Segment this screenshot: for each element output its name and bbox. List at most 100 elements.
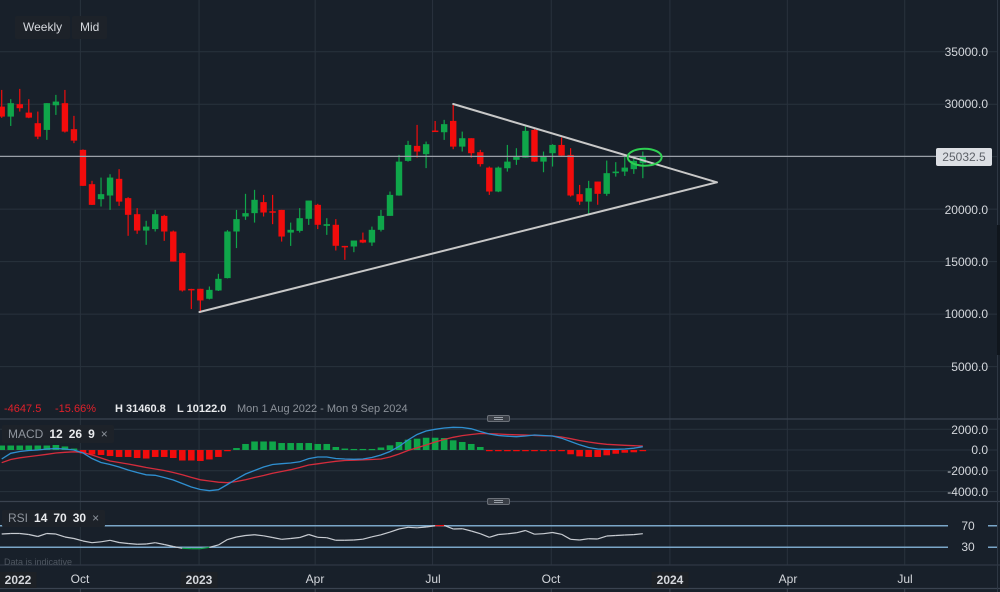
macd-histogram-bar xyxy=(233,448,240,450)
candle-body xyxy=(585,188,592,202)
macd-histogram-bar xyxy=(612,450,620,454)
price-axis-label: 15000.0 xyxy=(944,255,988,269)
rsi-segment xyxy=(362,536,373,540)
price-axis-label: 10000.0 xyxy=(944,307,988,321)
candle-body xyxy=(495,167,502,192)
macd-histogram-bar xyxy=(169,450,177,459)
rsi-segment xyxy=(443,524,454,530)
macd-histogram-bar xyxy=(151,450,159,457)
highlight-ellipse xyxy=(626,147,663,167)
rsi-segment xyxy=(426,525,436,528)
rsi-band-lines xyxy=(0,524,997,549)
interval-button[interactable]: Weekly xyxy=(15,16,71,39)
macd-histogram-bar xyxy=(522,450,529,452)
candle-body xyxy=(576,194,583,202)
macd-histogram-bar xyxy=(260,441,267,450)
rsi-line xyxy=(1,524,643,550)
candle-body xyxy=(314,204,321,225)
rsi-segment xyxy=(100,539,111,543)
rsi-panel-resize-handle[interactable] xyxy=(487,498,510,505)
price-axis-label: 20000.0 xyxy=(944,203,988,217)
rsi-segment xyxy=(200,546,210,550)
change-percent: -15.66% xyxy=(55,403,96,415)
macd-histogram-bar xyxy=(513,450,520,452)
rsi-close-icon[interactable]: × xyxy=(92,511,100,525)
candle-body xyxy=(621,167,628,172)
scrollbar-thumb xyxy=(997,225,1000,355)
macd-histogram-bar xyxy=(558,450,565,452)
rsi-segment xyxy=(227,536,237,541)
macd-histogram-bar xyxy=(549,450,556,452)
rsi-segment xyxy=(73,537,84,542)
macd-legend[interactable]: MACD 12 26 9 × xyxy=(2,425,114,443)
macd-fast: 12 xyxy=(49,427,63,441)
candle-body xyxy=(612,171,619,174)
rsi-segment xyxy=(281,537,291,540)
high-number: 31460.8 xyxy=(126,403,166,415)
macd-histogram-bar xyxy=(332,446,340,450)
macd-histogram-bar xyxy=(188,450,195,461)
rsi-segment xyxy=(371,534,382,538)
macd-histogram-bar xyxy=(323,443,331,450)
macd-histogram-bar xyxy=(567,450,574,455)
macd-close-icon[interactable]: × xyxy=(100,427,108,441)
time-axis-label: Jul xyxy=(425,572,441,586)
macd-axis-label: 2000.0 xyxy=(951,423,988,437)
macd-histogram-bar xyxy=(305,443,313,450)
macd-histogram-bar xyxy=(540,450,547,452)
rsi-legend[interactable]: RSI 14 70 30 × xyxy=(2,510,106,527)
rsi-segment xyxy=(290,536,300,540)
candle-body xyxy=(25,112,32,118)
macd-histogram-bar xyxy=(287,443,294,450)
rsi-segment xyxy=(398,526,409,530)
price-type-button[interactable]: Mid xyxy=(72,16,108,39)
candle-body xyxy=(7,103,14,117)
time-axis-label: Oct xyxy=(541,572,561,586)
candle-body xyxy=(359,239,367,243)
low-prefix: L xyxy=(177,403,184,415)
macd-histogram-bar xyxy=(495,450,502,452)
rsi-segment xyxy=(417,526,427,529)
macd-histogram-bar xyxy=(359,448,367,451)
macd-histogram-bar xyxy=(278,443,285,450)
rsi-segment xyxy=(1,532,11,535)
macd-histogram-bar xyxy=(97,450,105,455)
candle-body xyxy=(88,184,96,205)
macd-histogram-bar xyxy=(639,450,647,452)
macd-histogram-bar xyxy=(449,440,457,450)
rsi-segment xyxy=(91,541,102,544)
rsi-segment xyxy=(254,534,264,537)
rsi-segment xyxy=(37,532,48,538)
rsi-segment xyxy=(263,535,273,539)
rsi-segment xyxy=(471,530,481,535)
rsi-axis-label: 70 xyxy=(948,519,988,533)
candle-body xyxy=(215,278,222,291)
candle-body xyxy=(34,123,42,137)
candle-body xyxy=(450,120,457,147)
macd-histogram-bar xyxy=(124,450,132,457)
rsi-period: 14 xyxy=(34,511,48,525)
rsi-segment xyxy=(128,542,138,545)
macd-histogram-bar xyxy=(242,443,249,450)
macd-histogram-bar xyxy=(576,450,583,457)
macd-histogram-bar xyxy=(458,441,466,450)
candle-body xyxy=(323,224,330,226)
price-axis-label: 5000.0 xyxy=(951,360,988,374)
candle-body xyxy=(260,202,267,213)
macd-histogram-bar xyxy=(52,445,60,450)
macd-histogram-bar xyxy=(251,441,258,450)
macd-lines xyxy=(1,426,643,492)
candle-body xyxy=(124,198,132,215)
candle-body xyxy=(540,156,547,162)
candle-body xyxy=(332,224,340,246)
macd-histogram-bar xyxy=(25,445,33,450)
candle-body xyxy=(269,211,276,213)
macd-axis-label: -4000.0 xyxy=(947,485,988,499)
trendline-drawings[interactable] xyxy=(198,103,718,314)
macd-axis-label: -2000.0 xyxy=(947,464,988,478)
macd-panel-resize-handle[interactable] xyxy=(487,415,510,422)
macd-name: MACD xyxy=(8,427,44,441)
macd-histogram-bar xyxy=(296,443,303,450)
rsi-segment xyxy=(389,528,400,533)
